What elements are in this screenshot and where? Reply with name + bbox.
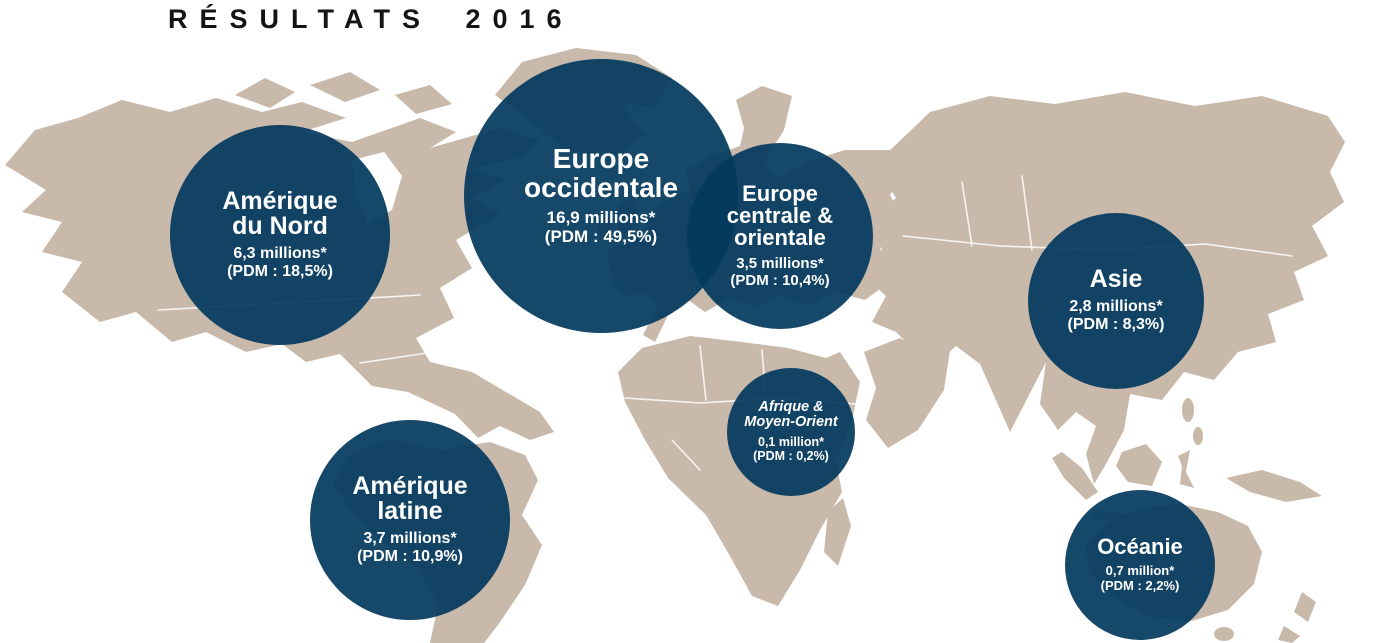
region-bubble-asie: Asie 2,8 millions* (PDM : 8,3%) xyxy=(1028,213,1204,389)
region-name: Océanie xyxy=(1097,534,1183,560)
region-name: Afrique & Moyen-Orient xyxy=(744,399,838,431)
region-market-share: (PDM : 0,2%) xyxy=(753,449,829,464)
region-market-share: (PDM : 18,5%) xyxy=(227,263,333,280)
borneo-island xyxy=(1116,444,1162,486)
caribbean-island xyxy=(439,390,465,398)
region-value: 16,9 millions* xyxy=(546,207,656,227)
region-value: 6,3 millions* xyxy=(233,244,327,262)
new-guinea-island xyxy=(1226,470,1322,502)
region-name: Asie xyxy=(1089,265,1143,294)
region-value: 3,5 millions* xyxy=(736,254,824,272)
page-title: RÉSULTATS 2016 xyxy=(168,4,574,34)
madagascar-island xyxy=(824,498,851,566)
border-line xyxy=(1021,175,1033,251)
region-bubble-oceanie: Océanie 0,7 million* (PDM : 2,2%) xyxy=(1065,490,1215,640)
tasmania-island xyxy=(1214,627,1234,641)
region-bubble-amerique-latine: Amérique latine 3,7 millions* (PDM : 10,… xyxy=(310,420,510,620)
border-line xyxy=(961,181,973,247)
border-line xyxy=(699,345,707,401)
region-value: 0,1 million* xyxy=(758,434,824,449)
arabian-peninsula xyxy=(864,338,950,448)
new-zealand-island xyxy=(1294,592,1316,622)
border-line xyxy=(671,439,701,471)
region-name: Amérique du Nord xyxy=(222,186,338,241)
arctic-island xyxy=(395,85,452,114)
caribbean-island xyxy=(485,399,499,405)
region-market-share: (PDM : 49,5%) xyxy=(544,227,658,247)
region-market-share: (PDM : 2,2%) xyxy=(1100,577,1180,593)
region-market-share: (PDM : 10,9%) xyxy=(357,548,463,565)
sumatra-island xyxy=(1052,452,1098,500)
region-value: 3,7 millions* xyxy=(363,529,457,547)
new-zealand-island xyxy=(1278,626,1300,643)
region-name: Europe occidentale xyxy=(523,143,679,203)
region-value: 0,7 million* xyxy=(1105,562,1175,578)
region-bubble-europe-occidentale: Europe occidentale 16,9 millions* (PDM :… xyxy=(464,59,738,333)
region-name: Amérique latine xyxy=(352,471,468,526)
region-bubble-amerique-du-nord: Amérique du Nord 6,3 millions* (PDM : 18… xyxy=(170,125,390,345)
region-market-share: (PDM : 10,4%) xyxy=(730,272,830,290)
philippines-island xyxy=(1193,427,1203,445)
region-name: Europe centrale & orientale xyxy=(726,180,834,251)
region-bubble-europe-centrale-orientale: Europe centrale & orientale 3,5 millions… xyxy=(687,143,873,329)
region-market-share: (PDM : 8,3%) xyxy=(1067,316,1165,334)
region-bubble-afrique-moyen-orient: Afrique & Moyen-Orient 0,1 million* (PDM… xyxy=(727,368,855,496)
japan-islands xyxy=(1234,252,1262,318)
caribbean-island xyxy=(511,407,521,413)
philippines-island xyxy=(1182,398,1194,422)
region-value: 2,8 millions* xyxy=(1069,297,1163,315)
arctic-island xyxy=(235,78,295,108)
arctic-island xyxy=(310,72,380,102)
sulawesi-island xyxy=(1178,450,1194,488)
border-line xyxy=(359,351,435,364)
